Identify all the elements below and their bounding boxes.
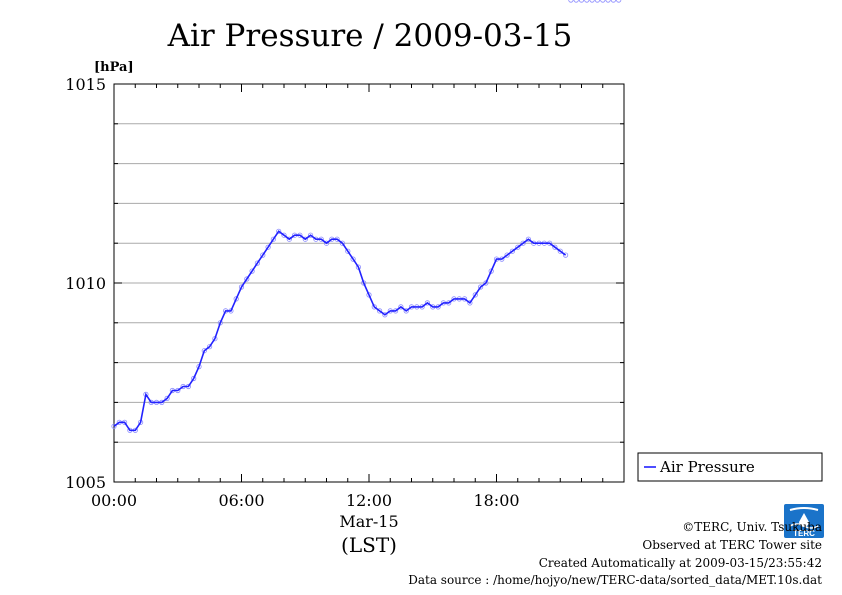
credit-data-source: Data source : /home/hojyo/new/TERC-data/… [408,573,822,587]
data-point [525,236,532,242]
x-tick-labels: 00:00 06:00 12:00 18:00 [91,491,520,510]
data-point [568,0,574,3]
data-point [111,423,117,429]
axis-ticks [113,83,625,483]
data-point [276,228,282,234]
data-point [281,232,287,238]
logo-text: TERC [793,529,815,538]
data-point [260,252,266,258]
data-point [376,308,383,314]
x-tick-label: 06:00 [218,491,264,510]
data-point [249,268,255,274]
legend: Air Pressure [637,452,823,482]
data-point [600,0,606,3]
credit-created: Created Automatically at 2009-03-15/23:5… [538,556,822,570]
series-line-air-pressure [113,230,567,432]
data-point [307,232,314,238]
data-point [345,248,351,254]
data-point [424,300,430,306]
data-point [472,292,478,298]
terc-logo: TERC [784,504,824,538]
y-tick-label: 1010 [65,274,106,293]
data-point [265,244,271,250]
data-point [366,292,372,298]
data-points [111,0,622,433]
data-point [504,252,510,258]
x-axis-date-label: Mar-15 [339,512,398,531]
data-point [605,0,611,3]
data-point [398,304,404,310]
data-point [238,284,245,290]
legend-label: Air Pressure [659,458,755,476]
data-point [483,280,489,286]
credit-observed: Observed at TERC Tower site [642,538,822,552]
data-point [339,240,345,246]
data-point [594,0,600,3]
chart-title: Air Pressure / 2009-03-15 [167,18,573,54]
grid-lines [114,123,624,443]
data-point [610,0,616,3]
data-point [302,236,308,242]
plot-frame [113,83,625,483]
x-tick-label: 00:00 [91,491,137,510]
data-point [552,244,558,250]
data-point [467,300,473,306]
data-point [191,375,197,382]
data-point [403,308,409,314]
data-point [562,252,569,258]
data-point [557,248,563,254]
data-point [350,256,356,262]
data-point [509,248,516,254]
y-tick-labels: 1005 1010 1015 [65,75,106,492]
data-point [323,240,330,246]
x-tick-label: 18:00 [473,491,519,510]
y-tick-label: 1005 [65,473,106,492]
x-axis-timezone-label: (LST) [341,533,397,557]
data-point [270,236,276,242]
data-point [254,260,260,266]
x-tick-label: 12:00 [346,491,392,510]
data-point [207,344,213,350]
data-point [584,0,590,3]
data-point [233,296,239,302]
data-point [488,268,494,274]
data-point [244,276,250,282]
data-point [164,395,170,401]
data-point [515,244,521,250]
data-point [382,312,388,318]
y-tick-label: 1015 [65,75,106,94]
data-point [286,236,292,242]
data-point [371,304,377,310]
y-axis-unit: [hPa] [94,60,134,75]
data-point [573,0,579,3]
legend-box [637,452,823,482]
data-point [520,240,526,246]
data-point [477,284,484,290]
data-point [616,0,622,3]
data-point [578,0,585,3]
credit-terc: ©TERC, Univ. Tsukuba [682,520,822,534]
data-point [589,0,595,3]
